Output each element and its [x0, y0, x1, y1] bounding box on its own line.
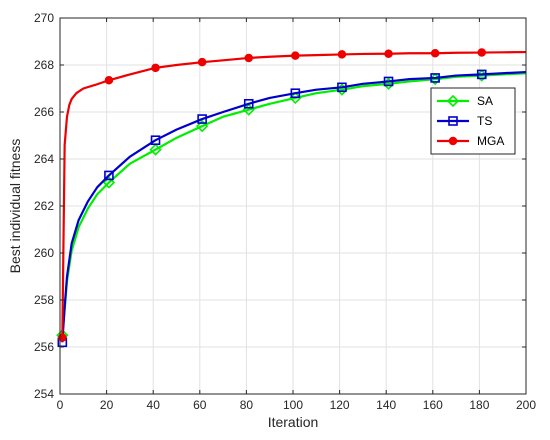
data-point-mga	[430, 49, 440, 58]
data-point-mga	[104, 76, 114, 85]
data-point-ts	[150, 135, 161, 145]
y-axis-label: Best individual fitness	[7, 139, 23, 274]
y-tick-label: 260	[34, 246, 54, 260]
data-point-ts	[337, 82, 347, 93]
data-point-mga	[384, 49, 393, 58]
legend-entry-mga: MGA	[437, 134, 504, 148]
data-point-mga	[151, 63, 160, 73]
legend-label-sa: SA	[477, 94, 493, 108]
legend-label-ts: TS	[477, 114, 492, 128]
data-point-ts	[290, 88, 301, 98]
x-tick-label: 0	[57, 398, 64, 412]
data-point-mga	[244, 53, 253, 63]
data-point-mga	[291, 51, 300, 60]
y-tick-label: 258	[34, 293, 54, 307]
legend-marker-mga	[448, 136, 458, 146]
data-point-ts	[243, 98, 254, 109]
series-line-mga	[61, 50, 527, 338]
data-point-ts	[104, 170, 114, 181]
legend-entry-sa: SA	[437, 94, 493, 108]
y-tick-label: 256	[34, 340, 54, 354]
y-tick-label: 254	[34, 387, 54, 401]
x-tick-label: 80	[240, 398, 254, 412]
y-tick-label: 264	[34, 152, 54, 166]
x-tick-label: 160	[423, 398, 443, 412]
x-tick-label: 20	[100, 398, 114, 412]
data-point-mga	[197, 57, 207, 67]
x-tick-label: 140	[376, 398, 396, 412]
data-point-ts	[476, 69, 487, 80]
data-point-ts	[383, 76, 394, 87]
data-point-ts	[197, 114, 207, 124]
data-point-sa	[102, 176, 116, 189]
y-tick-label: 266	[34, 105, 54, 119]
axis-ticks: 0 20 40 60 80 100 120 140 160 180 200 254 256 258 260 2…	[34, 11, 536, 412]
x-axis-label: Iteration	[268, 414, 319, 430]
data-point-ts	[430, 73, 440, 83]
x-tick-label: 100	[283, 398, 303, 412]
x-tick-label: 120	[330, 398, 350, 412]
legend-marker-ts	[448, 116, 458, 126]
series-mga	[58, 48, 527, 342]
y-tick-label: 268	[34, 58, 54, 72]
data-point-mga	[337, 50, 347, 59]
y-tick-label: 270	[34, 11, 54, 25]
legend-marker-sa	[446, 94, 460, 108]
x-tick-label: 40	[147, 398, 161, 412]
legend-entry-ts: TS	[437, 114, 492, 128]
x-tick-label: 60	[193, 398, 207, 412]
x-tick-label: 200	[516, 398, 536, 412]
legend: SA TS MGA	[430, 87, 516, 155]
x-tick-label: 180	[469, 398, 489, 412]
data-point-sa	[195, 119, 209, 133]
data-point-sa	[149, 143, 162, 156]
series-layer	[56, 48, 527, 348]
legend-label-mga: MGA	[477, 134, 504, 148]
data-point-mga	[477, 48, 486, 57]
y-tick-label: 262	[34, 199, 54, 213]
